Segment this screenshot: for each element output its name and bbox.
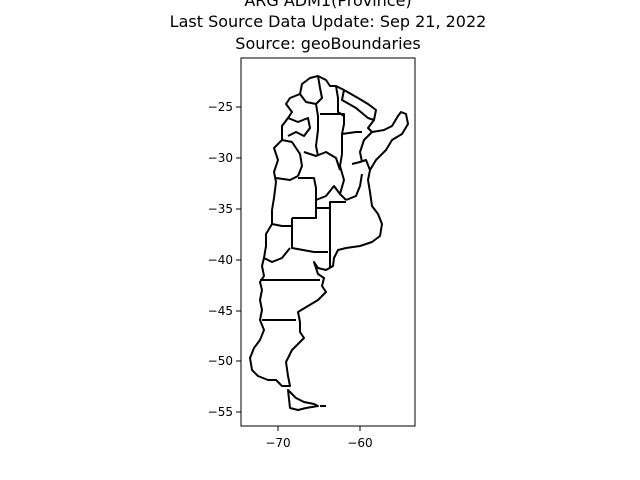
y-tick-label: −30 <box>208 151 233 165</box>
boundary-chaco-santafe <box>341 131 362 135</box>
plot-frame <box>240 57 416 427</box>
country-outline <box>249 75 409 387</box>
province-boundaries <box>260 75 375 321</box>
x-tick-label: −60 <box>347 436 372 450</box>
boundary-santiago-east <box>320 113 345 154</box>
boundary-neuquen-lapampa <box>291 218 328 253</box>
boundary-mendoza-neuquen <box>271 218 293 227</box>
boundary-neuquen-rionegro <box>263 247 291 263</box>
boundary-santafe-cordoba <box>339 153 347 201</box>
boundary-cordoba-south <box>315 185 341 201</box>
map-subtitle-source: Source: geoBoundaries <box>235 34 421 53</box>
boundary-lapampa-north <box>316 201 346 209</box>
map-subtitle-update: Last Source Data Update: Sep 21, 2022 <box>169 12 487 31</box>
map-title: ARG ADM1(Province) <box>244 0 412 10</box>
y-tick-label: −40 <box>208 253 233 267</box>
y-tick-label: −35 <box>208 202 233 216</box>
x-axis: −70 −60 <box>265 426 373 450</box>
y-tick-label: −45 <box>208 304 233 318</box>
y-axis: −25 −30 −35 −40 −45 −50 −55 <box>208 100 241 419</box>
x-tick-label: −70 <box>265 436 290 450</box>
boundary-sanluis <box>292 177 317 219</box>
y-tick-label: −50 <box>208 354 233 368</box>
boundary-jujuy-salta <box>299 75 323 105</box>
boundary-santiago-west <box>315 103 319 157</box>
tierra-del-fuego-outline <box>287 389 319 411</box>
boundary-entrerios-buenosaires <box>345 173 363 201</box>
boundary-cordoba-north <box>303 151 341 171</box>
y-tick-label: −25 <box>208 100 233 114</box>
boundary-corrientes-entrerios <box>351 159 371 171</box>
y-tick-label: −55 <box>208 405 233 419</box>
boundary-formosa-chaco <box>341 89 375 121</box>
boundary-misiones-corrientes <box>359 131 373 163</box>
boundary-catamarca-tucuman <box>287 117 311 137</box>
boundary-sanjuan-mendoza <box>275 175 299 181</box>
boundary-lar-catamarca <box>281 139 303 177</box>
